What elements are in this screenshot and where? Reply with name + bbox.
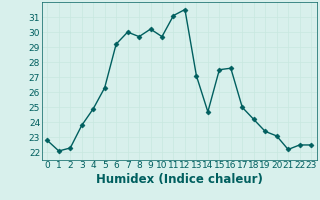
- X-axis label: Humidex (Indice chaleur): Humidex (Indice chaleur): [96, 173, 263, 186]
